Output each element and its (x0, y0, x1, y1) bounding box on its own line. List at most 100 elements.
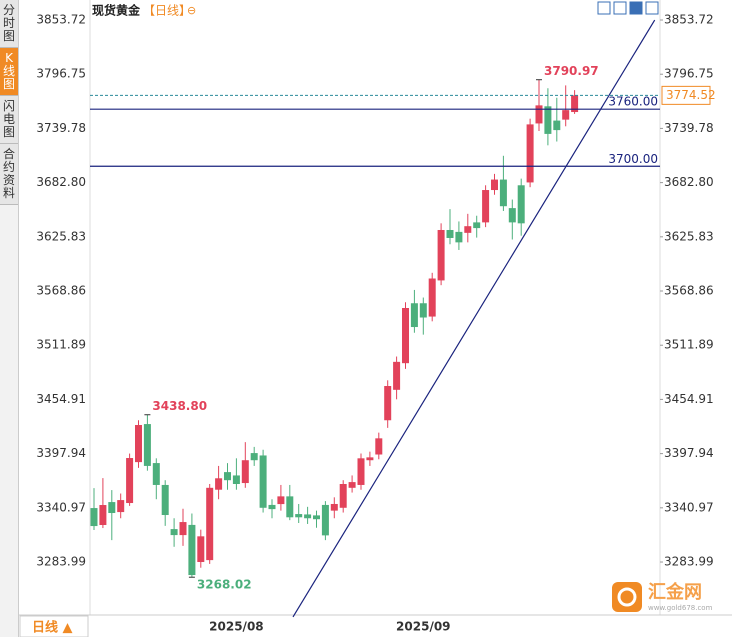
candle-body (179, 522, 187, 536)
candle-body (188, 524, 196, 576)
sidebar-tab[interactable]: 合约资料 (0, 144, 18, 205)
sidebar: 分时图 K线图 闪电图 合约资料 (0, 0, 19, 637)
candle-body (491, 179, 498, 191)
tool-move[interactable] (597, 1, 611, 15)
y-tick-label-left: 3454.91 (36, 392, 86, 406)
y-tick-label-right: 3625.83 (664, 229, 714, 243)
x-tick-label: 2025/08 (209, 620, 263, 634)
candle-body (357, 458, 365, 485)
candle-body (553, 120, 561, 131)
candle-body (295, 514, 303, 518)
candle-body (428, 278, 436, 317)
candle-body (410, 303, 418, 328)
toolbar (597, 1, 659, 15)
candle-body (437, 229, 445, 281)
candle-body (313, 515, 320, 520)
sidebar-tab[interactable]: 闪电图 (0, 96, 18, 144)
candle-body (268, 504, 276, 510)
candle-body (170, 529, 178, 536)
candle-body (402, 308, 409, 364)
watermark: 汇金网 www.gold678.com (612, 581, 713, 612)
candle-body (206, 487, 214, 561)
y-tick-label-left: 3739.78 (36, 121, 86, 135)
candle-body (571, 95, 579, 113)
candle-body (455, 231, 463, 243)
tool-draw[interactable] (629, 1, 643, 15)
candle-body (197, 536, 205, 563)
candle-body (232, 475, 240, 485)
y-tick-label-left: 3853.72 (36, 13, 86, 27)
annotation-label: 3438.80 (152, 399, 207, 413)
candle-body (152, 463, 160, 485)
trend-line (292, 19, 656, 618)
candle-body (215, 478, 223, 490)
y-tick-label-right: 3853.72 (664, 13, 714, 27)
price-line-label: 3700.00 (608, 152, 658, 166)
watermark-name: 汇金网 (648, 581, 702, 603)
candle-body (517, 185, 525, 224)
candle-body (90, 508, 98, 527)
instrument-title: 现货黄金 (92, 3, 141, 18)
candle-body (384, 386, 392, 421)
candle-body (108, 502, 116, 514)
candle-body (348, 482, 356, 488)
tool-line[interactable] (645, 1, 659, 15)
annotation-label: 3268.02 (197, 578, 252, 592)
sidebar-tab[interactable]: K线图 (0, 48, 18, 96)
period-box[interactable] (19, 615, 89, 637)
y-tick-label-left: 3283.99 (36, 555, 86, 569)
candle-body (321, 504, 329, 536)
candle-body (562, 110, 570, 120)
candle-body (526, 124, 534, 183)
y-tick-label-right: 3568.86 (664, 284, 714, 298)
period-button[interactable]: 日线 ▲ (32, 620, 73, 636)
candle-body (117, 500, 125, 513)
y-tick-label-right: 3739.78 (664, 121, 714, 135)
zoom-icon[interactable]: ⊖ (187, 4, 196, 17)
chart-bg (19, 0, 732, 637)
candle-body (375, 438, 383, 455)
candle-body (126, 458, 134, 504)
y-tick-label-left: 3625.83 (36, 229, 86, 243)
y-tick-label-right: 3682.80 (664, 175, 714, 189)
candle-body (161, 484, 169, 516)
candle-body (419, 303, 427, 318)
y-tick-label-left: 3511.89 (36, 338, 86, 352)
price-line-label: 3760.00 (608, 95, 658, 109)
last-price-box (661, 85, 711, 105)
y-tick-label-right: 3397.94 (664, 446, 714, 460)
y-tick-label-right: 3454.91 (664, 392, 714, 406)
candle-body (499, 179, 507, 207)
candle-body (330, 503, 338, 511)
candle-body (99, 505, 107, 526)
y-tick-label-right: 3511.89 (664, 338, 714, 352)
tool-fit[interactable] (613, 1, 627, 15)
candle-body (473, 222, 481, 229)
sidebar-tab[interactable]: 分时图 (0, 0, 18, 48)
period-label: 【日线】 (143, 4, 191, 18)
annotation-label: 3790.97 (544, 64, 599, 78)
candle-body (277, 496, 285, 505)
y-tick-label-left: 3340.97 (36, 500, 86, 514)
watermark-url: www.gold678.com (648, 604, 713, 612)
candle-body (135, 425, 142, 463)
y-tick-label-left: 3568.86 (36, 284, 86, 298)
candle-body (339, 484, 347, 508)
y-tick-label-left: 3796.75 (36, 67, 86, 81)
candle-body (304, 514, 312, 519)
candle-body (535, 105, 543, 124)
candle-body (393, 361, 401, 390)
y-tick-label-right: 3283.99 (664, 555, 714, 569)
candle-body (250, 453, 258, 461)
watermark-logo (612, 582, 642, 612)
x-tick-label: 2025/09 (396, 620, 450, 634)
y-tick-label-left: 3397.94 (36, 446, 86, 460)
candle-body (544, 106, 552, 134)
candle-body (241, 460, 249, 484)
watermark-logo-ring (617, 587, 637, 607)
candle-body (464, 226, 472, 233)
candle-body (508, 208, 516, 223)
last-price-label: 3774.52 (666, 88, 716, 102)
